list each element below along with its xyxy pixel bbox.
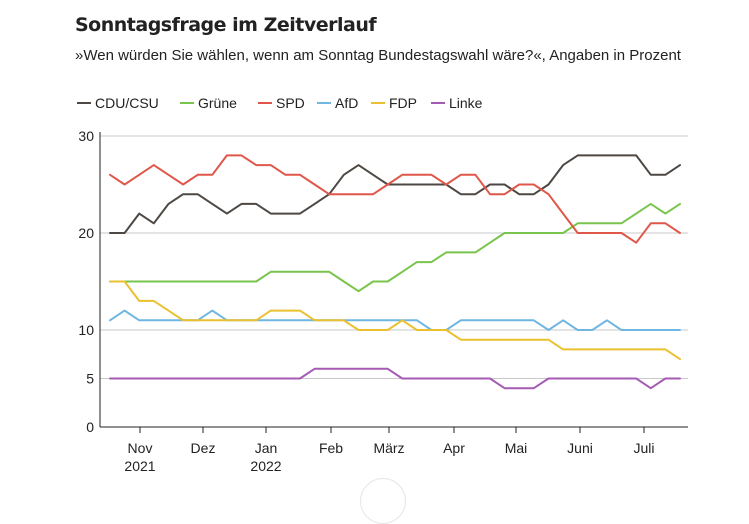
legend-label-0: CDU/CSU: [95, 95, 159, 111]
x-tick-year-2: 2022: [250, 458, 281, 474]
chart-subtitle: »Wen würden Sie wählen, wenn am Sonntag …: [75, 47, 681, 64]
y-tick-label-2: 10: [78, 322, 94, 338]
legend-label-1: Grüne: [198, 95, 237, 111]
x-tick-label-6: Mai: [505, 440, 528, 456]
series-line-fdp: [109, 280, 681, 361]
x-tick-label-4: März: [373, 440, 404, 456]
y-tick-label-0: 0: [86, 419, 94, 435]
x-tick-label-2: Jan: [255, 440, 278, 456]
y-tick-label-4: 30: [78, 128, 94, 144]
series-line-spd: [109, 154, 681, 244]
x-tick-label-3: Feb: [319, 440, 343, 456]
series-line-afd: [109, 309, 681, 331]
x-tick-label-1: Dez: [191, 440, 216, 456]
x-tick-label-8: Juli: [633, 440, 654, 456]
series-line-gr-ne: [109, 202, 681, 293]
legend-label-2: SPD: [276, 95, 305, 111]
legend-label-3: AfD: [335, 95, 358, 111]
x-tick-label-5: Apr: [443, 440, 465, 456]
x-tick-year-0: 2021: [124, 458, 155, 474]
y-tick-label-1: 5: [86, 371, 94, 387]
line-chart: CDU/CSU Grüne SPD AfD FDP Linke 0 5 10 20 30 Nov 202…: [77, 95, 688, 474]
series-line-cdu-csu: [109, 154, 681, 234]
chart-title: Sonntagsfrage im Zeitverlauf: [75, 14, 377, 36]
scroll-button[interactable]: [360, 478, 406, 524]
legend-label-4: FDP: [389, 95, 417, 111]
y-tick-label-3: 20: [78, 225, 94, 241]
series-line-linke: [109, 367, 681, 390]
x-tick-label-0: Nov: [128, 440, 153, 456]
x-tick-label-7: Juni: [567, 440, 593, 456]
legend-label-5: Linke: [449, 95, 483, 111]
